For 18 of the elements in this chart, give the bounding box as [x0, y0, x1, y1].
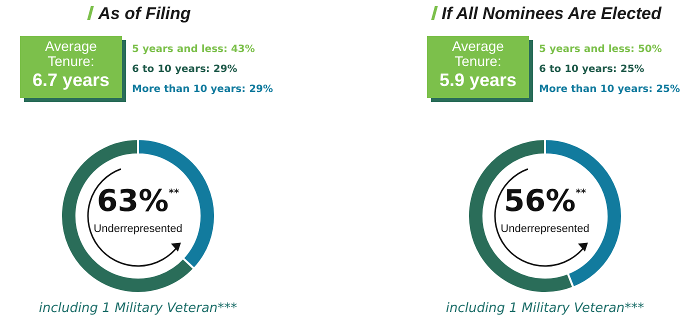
text: More than 10 years: 29%	[132, 84, 274, 95]
text: 5 years and less: 43%	[132, 44, 255, 55]
text: 5.9 years	[438, 70, 518, 91]
text: 63%$^{**}$	[96, 184, 180, 219]
text: Underrepresented	[92, 223, 184, 235]
text: 5 years and less: 50%	[539, 44, 662, 55]
text: 6.7 years	[31, 70, 111, 91]
text: 56%$^{**}$	[502, 184, 588, 219]
text: including 1 Military Veteran***	[444, 301, 646, 316]
text: Underrepresented	[500, 223, 590, 235]
text: Average Tenure:	[451, 38, 505, 69]
text: 6 to 10 years: 25%	[539, 64, 644, 75]
text: 6 to 10 years: 29%	[132, 64, 238, 75]
text: including 1 Military Veteran***	[38, 301, 238, 316]
text: More than 10 years: 25%	[539, 84, 680, 95]
text: Average Tenure:	[44, 38, 98, 69]
chart-title: If All Nominees Are Elected	[442, 4, 662, 23]
chart-title: As of Filing	[98, 4, 191, 23]
